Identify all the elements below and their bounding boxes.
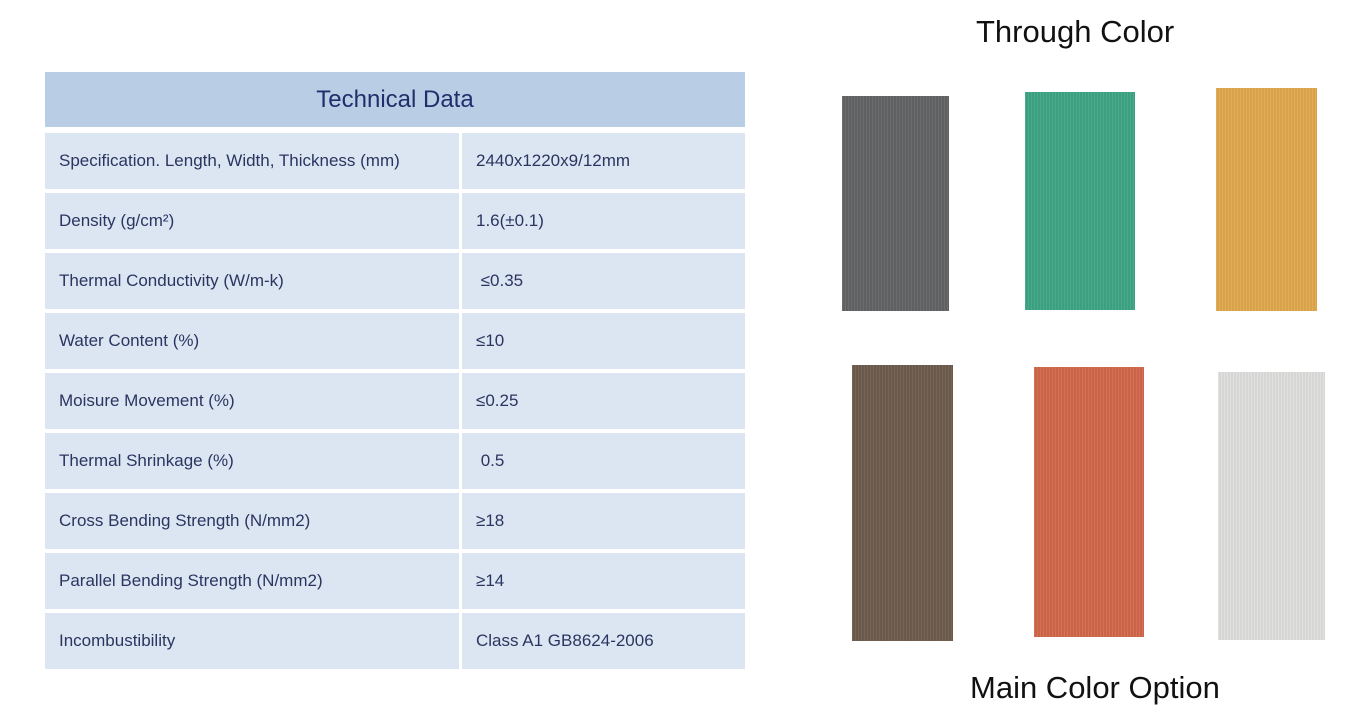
color-swatch-yellow: [1216, 88, 1317, 311]
color-swatch-gray: [842, 96, 949, 311]
row-value: ≤0.35: [462, 253, 745, 309]
row-label: Incombustibility: [45, 613, 459, 669]
color-swatch-brown: [852, 365, 953, 641]
table-row: Thermal Shrinkage (%) 0.5: [45, 433, 745, 489]
row-value: 1.6(±0.1): [462, 193, 745, 249]
row-label: Thermal Conductivity (W/m-k): [45, 253, 459, 309]
through-color-title: Through Color: [976, 14, 1175, 49]
row-value: 0.5: [462, 433, 745, 489]
table-row: Water Content (%) ≤10: [45, 313, 745, 369]
row-label: Specification. Length, Width, Thickness …: [45, 133, 459, 189]
row-label: Water Content (%): [45, 313, 459, 369]
color-swatch-orange: [1034, 367, 1144, 637]
row-label: Density (g/cm²): [45, 193, 459, 249]
row-value: ≤10: [462, 313, 745, 369]
row-value: ≥18: [462, 493, 745, 549]
row-value: Class A1 GB8624-2006: [462, 613, 745, 669]
color-swatch-green: [1025, 92, 1135, 310]
row-label: Cross Bending Strength (N/mm2): [45, 493, 459, 549]
table-row: Parallel Bending Strength (N/mm2) ≥14: [45, 553, 745, 609]
table-row: Moisure Movement (%) ≤0.25: [45, 373, 745, 429]
row-label: Parallel Bending Strength (N/mm2): [45, 553, 459, 609]
table-row: Cross Bending Strength (N/mm2) ≥18: [45, 493, 745, 549]
row-label: Moisure Movement (%): [45, 373, 459, 429]
table-row: Incombustibility Class A1 GB8624-2006: [45, 613, 745, 669]
color-swatch-white: [1218, 372, 1325, 640]
table-row: Thermal Conductivity (W/m-k) ≤0.35: [45, 253, 745, 309]
row-label: Thermal Shrinkage (%): [45, 433, 459, 489]
table-row: Specification. Length, Width, Thickness …: [45, 133, 745, 189]
table-row: Density (g/cm²) 1.6(±0.1): [45, 193, 745, 249]
table-title: Technical Data: [45, 72, 745, 127]
row-value: ≥14: [462, 553, 745, 609]
row-value: ≤0.25: [462, 373, 745, 429]
main-color-option-title: Main Color Option: [970, 670, 1220, 705]
technical-data-table: Technical Data Specification. Length, Wi…: [45, 72, 745, 669]
row-value: 2440x1220x9/12mm: [462, 133, 745, 189]
